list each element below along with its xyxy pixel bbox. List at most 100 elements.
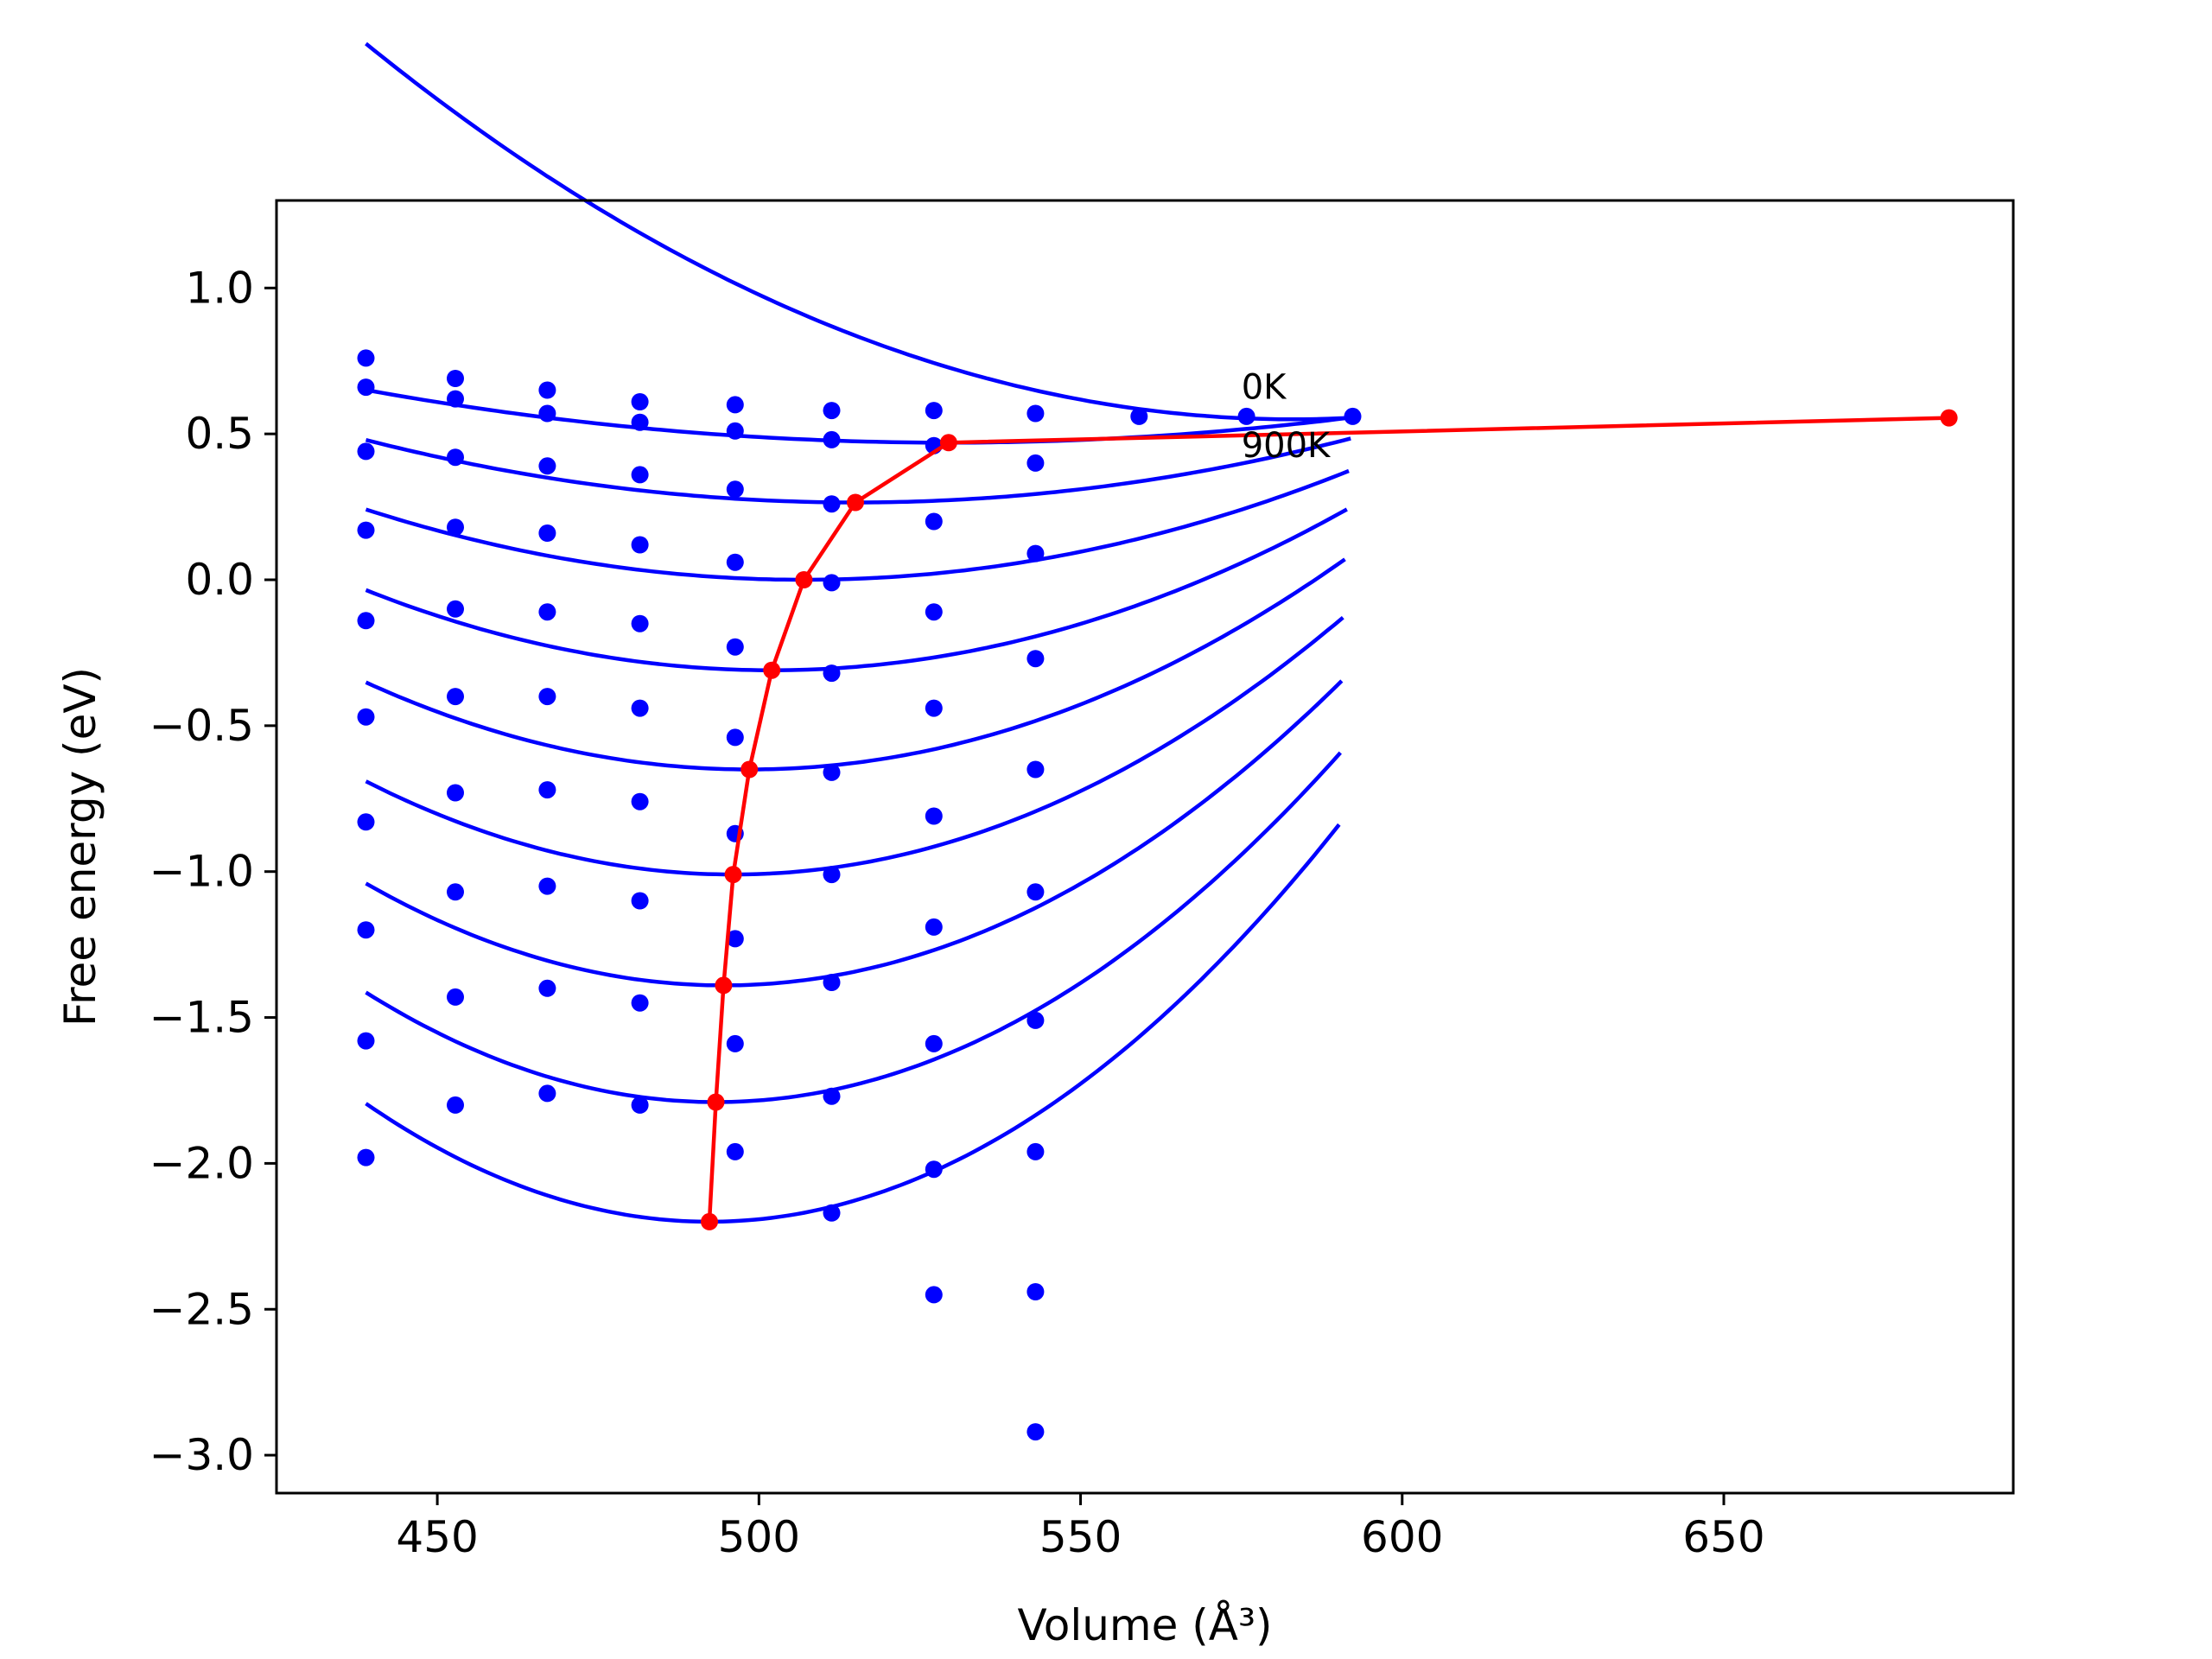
fit-curve-6: [365, 615, 1344, 877]
fit-curve-7: [365, 679, 1344, 988]
data-point: [726, 422, 744, 440]
annotation-1: 900K: [1242, 426, 1332, 466]
data-point: [631, 614, 649, 632]
data-point: [925, 512, 943, 531]
data-point: [823, 430, 841, 448]
data-point: [447, 784, 464, 802]
data-point: [357, 521, 375, 539]
minimum-point: [939, 434, 957, 452]
data-point: [1237, 407, 1255, 425]
data-point: [357, 442, 375, 461]
data-point: [538, 688, 556, 706]
minimum-line-path: [707, 416, 1949, 1223]
x-tick-label: 600: [1361, 1512, 1443, 1562]
data-point: [925, 699, 943, 717]
data-point: [631, 792, 649, 810]
fit-curve-5: [365, 557, 1346, 772]
data-point: [357, 1032, 375, 1050]
fit-curve-3: [365, 468, 1350, 582]
data-point: [357, 349, 375, 367]
data-point: [925, 1034, 943, 1052]
data-point: [925, 807, 943, 825]
x-axis-label: Volume (Å³): [1017, 1600, 1272, 1650]
data-point: [726, 480, 744, 499]
data-point: [631, 699, 649, 717]
data-point: [1027, 1011, 1045, 1029]
data-point: [1027, 883, 1045, 901]
data-point: [823, 664, 841, 683]
data-point: [538, 404, 556, 423]
plot-frame: [275, 199, 2015, 1495]
annotation-0: 0K: [1242, 368, 1287, 408]
y-tick-label: 0.0: [185, 555, 254, 605]
minimum-point: [847, 493, 864, 512]
fit-curve-8: [365, 751, 1342, 1104]
data-point: [447, 988, 464, 1006]
data-point: [447, 883, 464, 901]
data-point: [1027, 1142, 1045, 1160]
y-axis-label: Free energy (eV): [55, 667, 105, 1027]
fit-curve-0: [365, 41, 1353, 422]
minimum-point: [707, 1093, 725, 1111]
data-point: [823, 574, 841, 592]
data-point: [357, 708, 375, 726]
y-tick-label: 0.5: [185, 409, 254, 459]
y-axis-ticks: 1.0 0.5 0.0 −0.5 −1.0 −1.5 −2.0 −2.5 −3.0: [149, 263, 276, 1480]
data-point: [447, 518, 464, 537]
minimum-point: [724, 866, 742, 884]
data-point: [447, 688, 464, 706]
data-point: [357, 378, 375, 397]
data-point: [357, 1148, 375, 1166]
data-point: [631, 994, 649, 1012]
minimum-point: [763, 661, 781, 679]
data-point: [538, 457, 556, 475]
data-point: [631, 1096, 649, 1114]
data-point: [823, 1087, 841, 1105]
data-point: [357, 813, 375, 831]
x-axis-ticks: 450 500 550 600 650: [396, 1493, 1765, 1562]
data-point: [357, 612, 375, 630]
data-point: [447, 600, 464, 618]
data-point: [823, 1204, 841, 1222]
data-point: [1027, 1283, 1045, 1300]
x-tick-label: 650: [1682, 1512, 1764, 1562]
y-tick-label: 1.0: [185, 263, 254, 313]
y-tick-label: −0.5: [149, 701, 254, 751]
data-point: [1027, 760, 1045, 779]
data-point: [538, 979, 556, 997]
minimum-point: [1940, 409, 1958, 427]
data-point: [726, 728, 744, 747]
data-point: [823, 495, 841, 513]
data-point: [1027, 404, 1045, 423]
x-tick-label: 500: [718, 1512, 800, 1562]
data-point: [1027, 454, 1045, 472]
data-points: [357, 349, 1362, 1441]
y-tick-label: −3.0: [149, 1430, 254, 1480]
data-point: [726, 1142, 744, 1160]
data-point: [726, 930, 744, 948]
minimum-line: [701, 409, 1958, 1230]
data-point: [357, 921, 375, 939]
x-tick-label: 550: [1039, 1512, 1122, 1562]
data-point: [925, 918, 943, 936]
data-point: [1027, 544, 1045, 563]
data-point: [925, 402, 943, 420]
y-tick-label: −1.5: [149, 993, 254, 1043]
data-point: [447, 448, 464, 467]
data-point: [925, 1160, 943, 1179]
data-point: [538, 1084, 556, 1103]
data-point: [631, 892, 649, 910]
data-point: [1130, 407, 1148, 425]
data-point: [726, 553, 744, 571]
data-point: [823, 974, 841, 991]
data-point: [538, 877, 556, 895]
data-point: [447, 1096, 464, 1114]
data-point: [447, 370, 464, 387]
data-point: [726, 1034, 744, 1052]
data-point: [538, 781, 556, 799]
data-point: [631, 536, 649, 554]
data-point: [1344, 407, 1362, 425]
fit-curve-4: [365, 507, 1348, 672]
minimum-point: [701, 1212, 718, 1230]
